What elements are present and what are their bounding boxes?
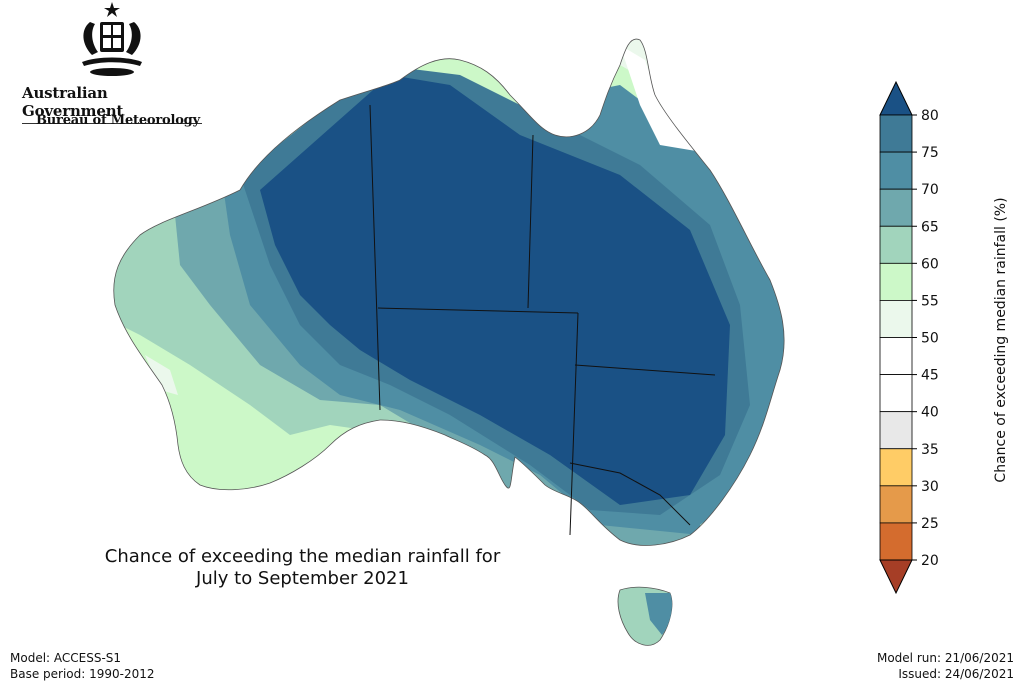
- colorbar-tick-label: 35: [921, 442, 939, 458]
- colorbar-tick-label: 20: [921, 553, 939, 569]
- colorbar-bin-30-35: [879, 448, 913, 487]
- colorbar-title: Chance of exceeding median rainfall (%): [993, 197, 1009, 483]
- colorbar-tick-label: 70: [921, 182, 939, 198]
- australia-rainfall-map: [113, 38, 785, 646]
- government-name: Australian Government: [22, 84, 202, 124]
- colorbar-bin-50-55: [879, 300, 913, 338]
- tasmania-east-band: [645, 593, 673, 635]
- map-title: Chance of exceeding the median rainfall …: [70, 546, 535, 590]
- map-title-line-1: Chance of exceeding the median rainfall …: [104, 546, 501, 567]
- colorbar-tick-label: 40: [921, 405, 939, 421]
- model-run-date: Model run: 21/06/2021: [876, 651, 1014, 665]
- colorbar-tick-label: 25: [921, 516, 939, 532]
- colorbar-tick-label: 80: [921, 108, 939, 124]
- colorbar-tick-label: 50: [921, 331, 939, 347]
- base-period: Base period: 1990-2012: [10, 667, 155, 681]
- colorbar-legend: 20 25 30 35 40 45 50 55 60 65 70 75 80: [879, 80, 939, 595]
- colorbar-bin-25-30: [879, 485, 913, 524]
- footer-left: Model: ACCESS-S1 Base period: 1990-2012: [10, 650, 155, 682]
- issued-date: Issued: 24/06/2021: [898, 667, 1014, 681]
- colorbar-bin-20-25: [879, 522, 913, 561]
- colorbar-over-triangle: [879, 80, 913, 116]
- colorbar-tick-label: 60: [921, 256, 939, 272]
- map-title-line-2: July to September 2021: [196, 568, 409, 589]
- model-name: Model: ACCESS-S1: [10, 651, 122, 665]
- colorbar-tick-label: 45: [921, 368, 939, 384]
- colorbar-tick-label: 65: [921, 219, 939, 235]
- colorbar-bin-40-45: [879, 374, 913, 413]
- commonwealth-coat-of-arms-icon: [82, 2, 142, 76]
- colorbar-bin-75-80: [879, 114, 913, 153]
- footer-right: Model run: 21/06/2021 Issued: 24/06/2021: [877, 650, 1014, 682]
- colorbar-bin-60-65: [879, 225, 913, 264]
- colorbar-bin-65-70: [879, 188, 913, 227]
- agency-name: Bureau of Meteorology: [36, 113, 200, 128]
- colorbar-tick-label: 75: [921, 145, 939, 161]
- colorbar-bins: [879, 114, 913, 561]
- colorbar-bin-70-75: [879, 151, 913, 190]
- colorbar-under-triangle: [879, 559, 913, 595]
- colorbar-bin-45-50: [879, 337, 913, 375]
- colorbar-tick-label: 30: [921, 479, 939, 495]
- colorbar-ticks: 20 25 30 35 40 45 50 55 60 65 70 75 80: [912, 108, 939, 569]
- state-borders: [369, 104, 716, 536]
- colorbar-bin-55-60: [879, 262, 913, 301]
- colorbar-bin-35-40: [879, 411, 913, 450]
- colorbar-tick-label: 55: [921, 293, 939, 309]
